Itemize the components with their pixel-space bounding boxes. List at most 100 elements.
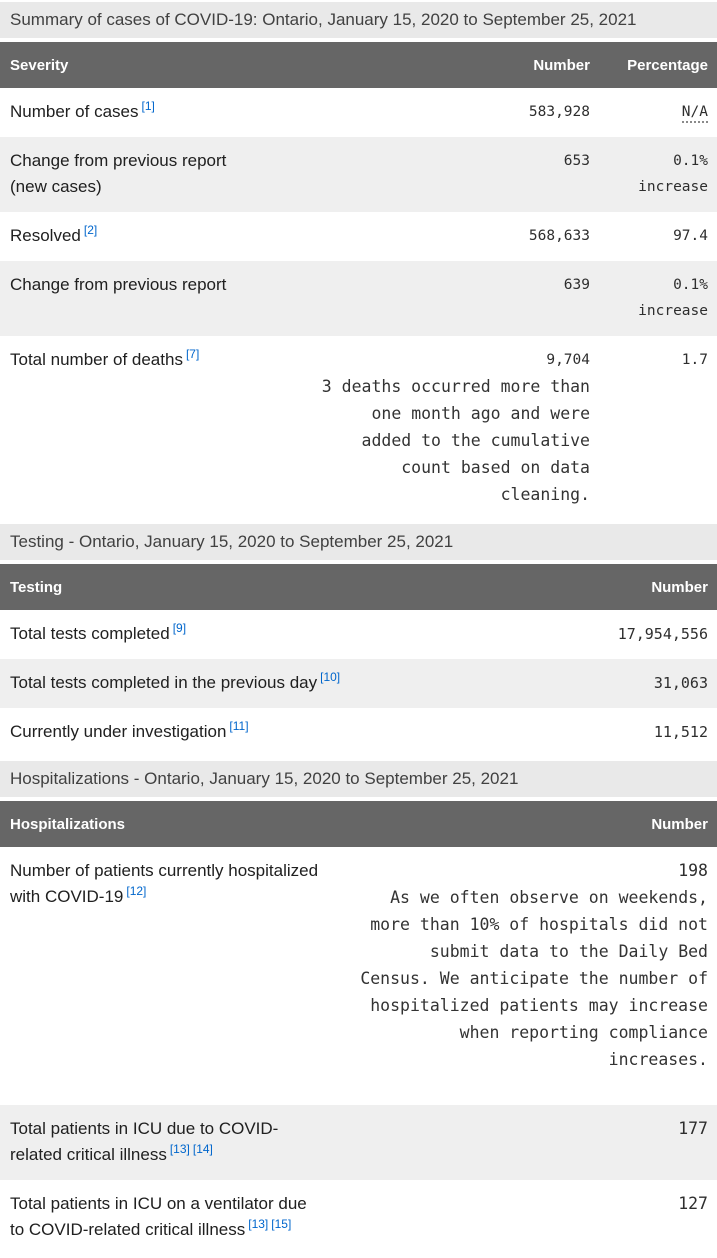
- summary-section-title: Summary of cases of COVID-19: Ontario, J…: [0, 2, 717, 38]
- row-number-value: 17,954,556: [617, 625, 708, 643]
- table-row: Number of patients currently hospitalize…: [0, 847, 717, 1105]
- footnote-superscript: [1]: [142, 99, 155, 113]
- footnote-link[interactable]: [7]: [185, 347, 200, 362]
- row-number-cell: 31,063: [460, 659, 717, 708]
- column-header-number: Number: [380, 42, 598, 88]
- table-row: Total tests completed in the previous da…: [0, 659, 717, 708]
- row-label-cell: Total patients in ICU on a ventilator du…: [0, 1180, 340, 1255]
- row-label: Total patients in ICU due to COVID-relat…: [10, 1119, 279, 1164]
- row-number-cell: 127: [340, 1180, 717, 1255]
- table-row: Total patients in ICU due to COVID-relat…: [0, 1105, 717, 1180]
- row-number-cell: 653: [380, 137, 598, 212]
- footnote-link[interactable]: [9]: [172, 621, 187, 636]
- footnote-superscript: [12]: [126, 884, 146, 898]
- row-number-cell: 568,633: [380, 212, 598, 261]
- hospitalizations-section-title: Hospitalizations - Ontario, January 15, …: [0, 761, 717, 797]
- row-label-cell: Total tests completed [9]: [0, 610, 460, 659]
- row-percentage-cell: 0.1% increase: [598, 261, 717, 336]
- table-row: Total patients in ICU on a ventilator du…: [0, 1180, 717, 1255]
- column-header-severity: Severity: [0, 42, 380, 88]
- footnote-superscript: [15]: [271, 1217, 291, 1231]
- row-note: As we often observe on weekends, more th…: [360, 888, 708, 1069]
- row-percentage-cell: 97.4: [598, 212, 717, 261]
- footnote-superscript: [9]: [173, 621, 186, 635]
- row-label-cell: Total tests completed in the previous da…: [0, 659, 460, 708]
- row-label-cell: Resolved [2]: [0, 212, 380, 261]
- footnote-superscript: [7]: [186, 347, 199, 361]
- footnote-superscript: [13]: [170, 1142, 190, 1156]
- table-row: Change from previous report 639 0.1% incre…: [0, 261, 717, 336]
- row-number-value: 639: [563, 277, 590, 293]
- summary-header-row: Severity Number Percentage: [0, 42, 717, 88]
- row-number-value: 583,928: [528, 104, 590, 120]
- not-applicable-abbr: N/A: [681, 104, 708, 123]
- footnote-superscript: [11]: [229, 719, 248, 733]
- testing-section-title: Testing - Ontario, January 15, 2020 to S…: [0, 524, 717, 560]
- table-row: Resolved [2] 568,633 97.4: [0, 212, 717, 261]
- row-number-cell: 11,512: [460, 708, 717, 757]
- row-number-value: 198: [678, 861, 708, 880]
- column-header-hospitalizations: Hospitalizations: [0, 801, 340, 847]
- row-number-value: 11,512: [653, 723, 708, 741]
- column-header-testing: Testing: [0, 564, 460, 610]
- row-number-cell: 177: [340, 1105, 717, 1180]
- row-number-cell: 583,928: [380, 88, 598, 137]
- row-label: Change from previous report (new cases): [10, 151, 227, 196]
- row-label-cell: Total patients in ICU due to COVID-relat…: [0, 1105, 340, 1180]
- testing-table: Testing Number Total tests completed [9] 1…: [0, 564, 717, 757]
- row-percentage-cell: 1.7: [598, 336, 717, 520]
- row-number-value: 31,063: [653, 674, 708, 692]
- footnote-superscript: [14]: [193, 1142, 213, 1156]
- column-header-number: Number: [460, 564, 717, 610]
- row-percentage-cell: N/A: [598, 88, 717, 137]
- summary-table: Severity Number Percentage Number of cas…: [0, 42, 717, 520]
- row-percentage-cell: 0.1% increase: [598, 137, 717, 212]
- row-label: Total patients in ICU on a ventilator du…: [10, 1194, 307, 1239]
- row-note: 3 deaths occurred more than one month ag…: [321, 377, 590, 504]
- row-label: Resolved [2]: [10, 223, 98, 245]
- table-row: Change from previous report (new cases) 6…: [0, 137, 717, 212]
- row-number-cell: 17,954,556: [460, 610, 717, 659]
- footnote-superscript: [2]: [84, 223, 97, 237]
- row-label-cell: Total number of deaths [7]: [0, 336, 380, 520]
- row-label: Change from previous report: [10, 275, 227, 294]
- row-number-value: 568,633: [528, 228, 590, 244]
- row-label-cell: Change from previous report: [0, 261, 380, 336]
- footnote-link[interactable]: [13]: [248, 1217, 269, 1232]
- row-number-value: 127: [678, 1194, 708, 1213]
- column-header-number: Number: [340, 801, 717, 847]
- row-label: Number of patients currently hospitalize…: [10, 861, 319, 906]
- footnote-superscript: [13]: [248, 1217, 268, 1231]
- footnote-link[interactable]: [1]: [141, 99, 155, 114]
- footnote-superscript: [10]: [320, 670, 340, 684]
- row-number-cell: 9,704 3 deaths occurred more than one mon…: [322, 336, 598, 520]
- row-number-value: 653: [563, 153, 590, 169]
- row-number-cell: 639: [380, 261, 598, 336]
- row-label: Total tests completed in the previous da…: [10, 670, 341, 692]
- row-label: Total tests completed [9]: [10, 621, 187, 643]
- footnote-link[interactable]: [14]: [192, 1142, 213, 1157]
- column-header-percentage: Percentage: [598, 42, 717, 88]
- footnote-link[interactable]: [13]: [169, 1142, 190, 1157]
- row-label: Number of cases [1]: [10, 99, 155, 121]
- hospitalizations-table: Hospitalizations Number Number of patien…: [0, 801, 717, 1255]
- hospitalizations-header-row: Hospitalizations Number: [0, 801, 717, 847]
- footnote-link[interactable]: [2]: [83, 223, 98, 238]
- row-number-value: 9,704: [546, 352, 590, 368]
- footnote-link[interactable]: [15]: [271, 1217, 292, 1232]
- footnote-link[interactable]: [12]: [126, 884, 147, 899]
- table-row: Total number of deaths [7] 9,704 3 deaths o…: [0, 336, 717, 520]
- row-number-cell: 198 As we often observe on weekends, more…: [340, 847, 717, 1105]
- row-label: Total number of deaths [7]: [10, 347, 200, 369]
- row-label-cell: Number of cases [1]: [0, 88, 380, 137]
- table-row: Total tests completed [9] 17,954,556: [0, 610, 717, 659]
- row-label-cell: Change from previous report (new cases): [0, 137, 380, 212]
- row-label-cell: Number of patients currently hospitalize…: [0, 847, 340, 1105]
- row-label: Currently under investigation [11]: [10, 719, 249, 741]
- footnote-link[interactable]: [10]: [320, 670, 341, 685]
- row-label-cell: Currently under investigation [11]: [0, 708, 460, 757]
- footnote-link[interactable]: [11]: [229, 719, 249, 734]
- row-number-value: 177: [678, 1119, 708, 1138]
- testing-header-row: Testing Number: [0, 564, 717, 610]
- table-row: Currently under investigation [11] 11,512: [0, 708, 717, 757]
